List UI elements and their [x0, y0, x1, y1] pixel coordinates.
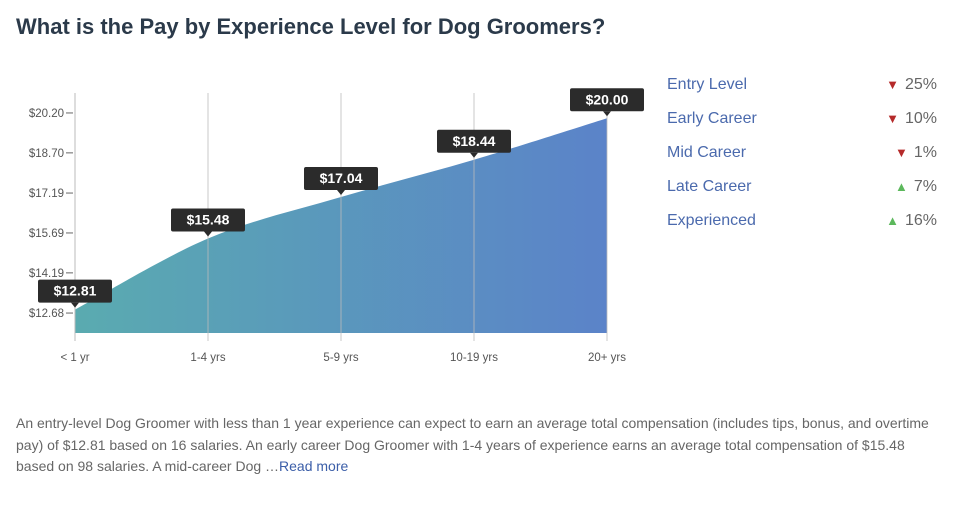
y-tick-label: $15.69: [29, 228, 64, 240]
legend-value: 7%: [913, 178, 937, 195]
legend: Entry Level ▼ 25% Early Career ▼ 10% Mid Car…: [667, 74, 937, 244]
x-tick-label: 1-4 yrs: [190, 352, 225, 364]
legend-row: Mid Career ▼ 1%: [667, 142, 937, 176]
legend-label[interactable]: Late Career: [667, 178, 752, 195]
data-label-box: [38, 279, 112, 303]
data-label: $18.44: [453, 133, 496, 149]
data-label-pointer: [71, 302, 79, 308]
legend-row: Entry Level ▼ 25%: [667, 74, 937, 108]
page-title: What is the Pay by Experience Level for …: [16, 14, 606, 39]
data-label-box: [570, 88, 644, 112]
legend-value: 10%: [904, 110, 937, 127]
up-arrow-icon: ▲: [895, 179, 908, 194]
data-label: $20.00: [586, 91, 629, 107]
data-label: $17.04: [320, 170, 363, 186]
legend-value: 1%: [913, 144, 937, 161]
y-tick-label: $17.19: [29, 188, 64, 200]
data-label-pointer: [603, 111, 611, 117]
data-label-box: [437, 129, 511, 153]
legend-row: Early Career ▼ 10%: [667, 108, 937, 142]
up-arrow-icon: ▲: [886, 213, 899, 228]
data-label-box: [304, 167, 378, 191]
down-arrow-icon: ▼: [886, 111, 899, 126]
data-label-pointer: [337, 190, 345, 196]
legend-label[interactable]: Entry Level: [667, 76, 748, 93]
x-tick-label: < 1 yr: [60, 352, 89, 364]
legend-value: 25%: [904, 76, 937, 93]
data-label: $12.81: [54, 283, 97, 299]
legend-label[interactable]: Early Career: [667, 110, 757, 127]
data-label-box: [171, 208, 245, 232]
y-tick-label: $12.68: [29, 308, 64, 320]
y-tick-label: $18.70: [29, 148, 64, 160]
description: An entry-level Dog Groomer with less tha…: [16, 413, 936, 478]
pay-chart: < 1 yr 1-4 yrs 5-9 yrs 10-19 yrs 20+ yrs $12.…: [29, 88, 644, 364]
read-more-link[interactable]: Read more: [279, 458, 349, 474]
legend-label[interactable]: Experienced: [667, 212, 756, 229]
data-label-pointer: [470, 152, 478, 158]
x-tick-label: 10-19 yrs: [450, 352, 498, 364]
x-tick-label: 20+ yrs: [588, 352, 626, 364]
description-text: An entry-level Dog Groomer with less tha…: [16, 415, 929, 474]
y-tick-label: $14.19: [29, 268, 64, 280]
down-arrow-icon: ▼: [895, 145, 908, 160]
y-tick-label: $20.20: [29, 108, 64, 120]
down-arrow-icon: ▼: [886, 77, 899, 92]
data-label-pointer: [204, 231, 212, 237]
legend-label[interactable]: Mid Career: [667, 144, 747, 161]
x-tick-label: 5-9 yrs: [323, 352, 358, 364]
legend-row: Late Career ▲ 7%: [667, 176, 937, 210]
legend-value: 16%: [904, 212, 937, 229]
legend-row: Experienced ▲ 16%: [667, 210, 937, 244]
data-label: $15.48: [187, 212, 230, 228]
